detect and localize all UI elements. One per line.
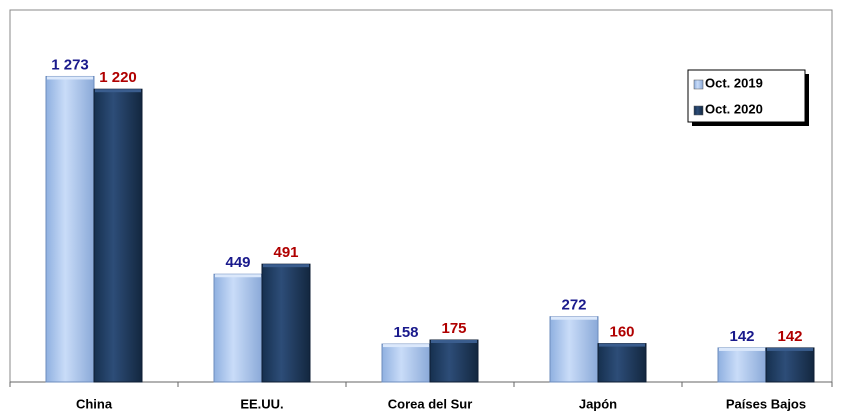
bar-top [47,76,93,80]
bar-top [599,343,645,347]
bar [429,339,479,383]
data-label: 160 [609,324,634,341]
data-label: 1 273 [51,56,89,73]
bar-top [551,316,597,320]
data-label: 449 [225,254,250,271]
bar [45,75,95,383]
legend-swatch [693,79,704,90]
x-tick-label: Corea del Sur [388,396,473,411]
data-label: 1 220 [99,69,137,86]
bar-top [767,347,813,351]
bar [93,88,143,383]
data-label: 142 [777,328,802,345]
bar-top [383,344,429,348]
legend-label: Oct. 2019 [705,75,763,90]
legend-label: Oct. 2020 [705,101,763,116]
bar [549,316,599,383]
legend-swatch [693,105,704,116]
legend [687,69,806,123]
data-label: 491 [273,244,298,261]
bar-top [263,264,309,268]
x-tick-label: EE.UU. [240,396,283,411]
x-tick-label: Japón [579,396,617,411]
x-tick-label: China [76,396,113,411]
data-label: 175 [441,320,466,337]
bar-top [431,340,477,343]
x-tick-label: Países Bajos [726,396,806,411]
data-label: 158 [393,324,418,341]
bar [381,343,431,383]
bar [717,347,767,383]
bar-top [95,89,141,93]
data-label: 142 [729,328,754,345]
data-label: 272 [561,297,586,314]
bar-top [719,347,765,351]
bar [261,263,311,383]
bar-top [215,274,261,278]
bar [213,273,263,383]
bar [597,343,647,383]
bar [765,347,815,383]
